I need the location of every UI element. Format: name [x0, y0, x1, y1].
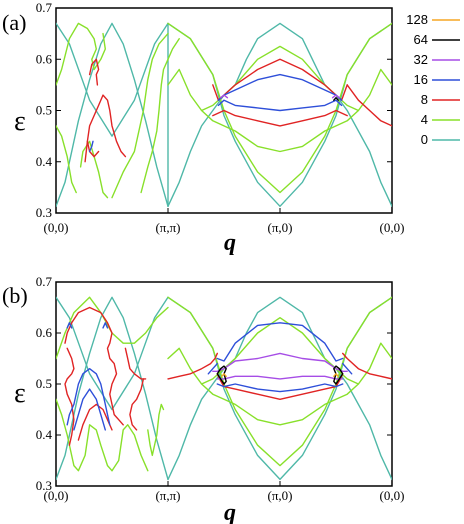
- panel-b-series-16-curve-6: [342, 362, 353, 375]
- panel-b-ytick-label: 0.5: [36, 376, 52, 391]
- panel-a-series-0-curve-4: [167, 22, 392, 207]
- panel-b-series-0-curve-1: [56, 296, 169, 411]
- panel-a-curves: [56, 22, 392, 207]
- panel-a-series-4-curve-5: [167, 45, 392, 112]
- panel-b-series-16-curve-2: [66, 368, 111, 426]
- panel-b-series-4-curve-5: [200, 383, 360, 426]
- panel-b-label: (b): [2, 283, 28, 308]
- panel-b-yticks: 0.3 0.4 0.5 0.6 0.7: [36, 274, 392, 493]
- panel-b-series-8-curve-0: [64, 306, 124, 426]
- panel-a-series-4-curve-4: [140, 38, 180, 194]
- panel-a-ytick-label: 0.4: [36, 154, 53, 169]
- panel-b-series-8-curve-5: [167, 352, 218, 380]
- panel-a-series-0-curve-0: [56, 22, 169, 207]
- panel-a-series-16-curve-2: [217, 99, 343, 112]
- legend-label-32: 32: [414, 52, 428, 67]
- panel-b-series-32-curve-0: [212, 352, 348, 372]
- legend-label-16: 16: [414, 72, 428, 87]
- panel-a-xticks: (0,0) (π,π) (π,0) (0,0): [44, 208, 405, 235]
- panel-b-xtick-label: (0,0): [44, 488, 69, 503]
- panel-b-series-4-curve-2: [111, 424, 149, 472]
- panel-b-series-16-curve-0: [66, 322, 73, 329]
- panel-b-series-4-curve-4: [167, 317, 392, 385]
- panel-a-series-8-curve-2: [86, 140, 100, 158]
- panel-a-series-0-curve-1: [56, 22, 169, 137]
- panel-b-series-8-curve-7: [342, 352, 392, 380]
- panel-b-ytick-label: 0.6: [36, 325, 53, 340]
- panel-b-series-4-curve-1: [56, 398, 113, 472]
- panel-a-series-4-curve-0: [56, 22, 106, 86]
- panel-a-series-4-curve-1: [56, 125, 77, 194]
- panel-a-series-0-curve-3: [167, 22, 392, 207]
- legend-label-64: 64: [414, 32, 428, 47]
- panel-b-series-8-curve-6: [216, 373, 344, 400]
- panel-b-xtick-label: (0,0): [380, 488, 405, 503]
- legend: 128 64 32 16 8 4 0: [406, 12, 460, 147]
- panel-a-ylabel: ε: [14, 106, 26, 137]
- panel-b-series-0-curve-3: [167, 296, 392, 481]
- panel-a-series-8-curve-0: [88, 58, 100, 86]
- panel-a-xtick-label: (π,0): [268, 220, 293, 235]
- panel-b-series-8-curve-1: [64, 347, 75, 446]
- panel-b-curves: [56, 296, 392, 481]
- panel-a-series-32-curve-0: [219, 94, 229, 99]
- panel-a-yticks: 0.3 0.4 0.5 0.6 0.7: [36, 0, 392, 220]
- panel-b-series-32-curve-1: [216, 375, 344, 380]
- panel-a-xtick-label: (0,0): [380, 220, 405, 235]
- panel-a-series-8-curve-5: [346, 84, 392, 127]
- panel-b-series-8-curve-2: [77, 403, 113, 441]
- panel-b-series-4-curve-3: [147, 403, 165, 457]
- panel-a-series-16-curve-1: [217, 73, 343, 101]
- panel-a-series-4-curve-6: [200, 109, 360, 153]
- panel-b-series-8-curve-3: [124, 347, 147, 380]
- panel-a-series-8-curve-4: [212, 109, 348, 127]
- panel-b-series-128-curve-0: [221, 373, 227, 377]
- panel-b-ytick-label: 0.3: [36, 478, 52, 493]
- panel-a-series-64-curve-0: [333, 97, 339, 101]
- legend-label-0: 0: [421, 132, 428, 147]
- panel-b-xticks: (0,0) (π,π) (π,0) (0,0): [44, 481, 405, 503]
- panel-b-series-16-curve-3: [73, 388, 106, 431]
- panel-a-series-16-curve-0: [88, 140, 94, 153]
- panel-b-xtick-label: (π,π): [155, 488, 180, 503]
- panel-b-series-4-curve-6: [167, 296, 392, 467]
- panel-a-xtick-label: (π,π): [155, 220, 180, 235]
- legend-label-128: 128: [406, 12, 428, 27]
- panel-a-series-8-curve-1: [84, 94, 127, 163]
- panel-b-ytick-label: 0.4: [36, 427, 53, 442]
- panel-b-series-8-curve-4: [129, 378, 145, 431]
- panel-b: (b) ε q 0.30.40.50.60.7 (0,0) (π,π) (π,0)(…: [2, 274, 404, 524]
- panel-a-series-8-curve-3: [212, 58, 348, 101]
- panel-a-series-4-curve-7: [167, 22, 392, 194]
- panel-b-xlabel: q: [224, 500, 236, 524]
- panel-b-ytick-label: 0.7: [36, 274, 53, 289]
- panel-a-series-4-curve-2: [79, 140, 109, 199]
- panel-a-series-4-curve-3: [111, 32, 169, 199]
- panel-b-series-16-curve-5: [207, 362, 218, 375]
- panel-a-ytick-label: 0.6: [36, 51, 53, 66]
- panel-b-series-0-curve-0: [56, 296, 169, 481]
- panel-b-xtick-label: (π,0): [268, 488, 293, 503]
- legend-label-4: 4: [421, 112, 428, 127]
- panel-a-ytick-label: 0.5: [36, 103, 52, 118]
- legend-label-8: 8: [421, 92, 428, 107]
- panel-a: (a) ε q 0.30.40.50.60.7 (0,0) (π,π) (π,0)(…: [2, 0, 404, 256]
- panel-b-ylabel: ε: [14, 378, 26, 409]
- panel-b-series-16-curve-1: [102, 322, 109, 329]
- panel-a-ytick-label: 0.3: [36, 205, 52, 220]
- panel-a-ytick-label: 0.7: [36, 0, 53, 15]
- panel-a-xlabel: q: [224, 230, 236, 256]
- panel-b-series-128-curve-1: [333, 373, 339, 377]
- panel-b-series-16-curve-7: [216, 383, 344, 393]
- panel-a-label: (a): [2, 10, 26, 35]
- panel-a-series-32-curve-1: [331, 94, 341, 99]
- panel-a-xtick-label: (0,0): [44, 220, 69, 235]
- panel-b-series-16-curve-4: [216, 322, 344, 362]
- panel-b-series-0-curve-2: [167, 296, 392, 481]
